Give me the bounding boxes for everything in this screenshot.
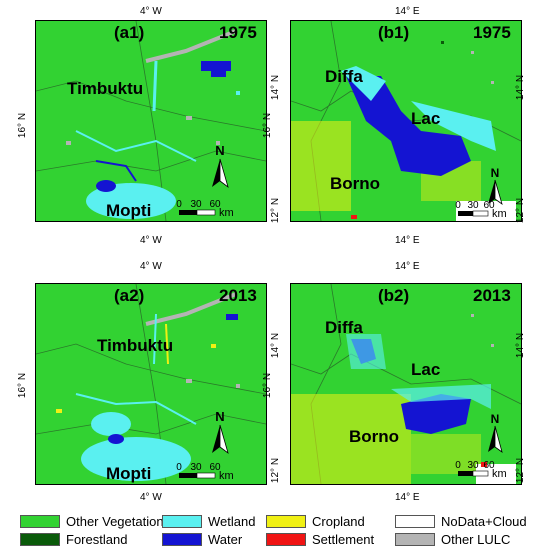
legend-swatch-wetland: [162, 515, 202, 528]
scalebar-label-0: 0: [455, 200, 461, 211]
place-label-borno: Borno: [330, 174, 381, 193]
lon-tick-b2-top: 14° E: [395, 261, 420, 272]
lon-tick-b1-top: 14° E: [395, 6, 420, 17]
scalebar-unit: km: [492, 468, 507, 480]
scalebar-label-60: 60: [483, 200, 495, 211]
scalebar-unit: km: [219, 470, 234, 482]
scalebar-label-0: 0: [176, 462, 182, 473]
place-label-timbuktu: Timbuktu: [67, 79, 144, 98]
scalebar-label-60: 60: [483, 460, 495, 471]
place-label-mopti: Mopti: [106, 201, 152, 220]
scalebar-label-30: 30: [467, 460, 479, 471]
lon-tick-b2-bottom: 14° E: [395, 492, 420, 503]
lon-tick-b1-bottom: 14° E: [395, 235, 420, 246]
legend-swatch-settlement: [266, 533, 306, 546]
north-arrow-label: N: [215, 409, 224, 424]
scalebar: 0 30 60 km: [176, 462, 234, 482]
lat-tick-b1-right-top: 14° N: [515, 74, 527, 101]
lat-tick-a2-left: 16° N: [17, 372, 29, 399]
legend-swatch-water: [162, 533, 202, 546]
lat-tick-b2-right-bottom: 12° N: [515, 457, 527, 484]
scalebar: 0 30 60 km: [176, 199, 234, 219]
legend-label-water: Water: [208, 532, 243, 547]
legend-label-settlement: Settlement: [312, 532, 375, 547]
panel-b2-landcover: [291, 284, 521, 484]
panel-b1-map: (b1) 1975 Diffa Lac Borno N 0 30 60 km: [290, 20, 522, 222]
lon-tick-a1-bottom: 4° W: [140, 235, 162, 246]
scalebar-label-0: 0: [455, 460, 461, 471]
north-arrow-icon: N: [212, 409, 229, 455]
lat-tick-b1-right-bottom: 12° N: [515, 197, 527, 224]
scalebar: 0 30 60 km: [455, 200, 507, 220]
panel-year: 1975: [219, 23, 257, 42]
legend-swatch-other-vegetation: [20, 515, 60, 528]
panel-a1-map: (a1) 1975 Timbuktu Mopti N 0 30 60 km: [35, 20, 267, 222]
lon-tick-a2-top: 4° W: [140, 261, 162, 272]
panel-tag: (a2): [114, 286, 145, 305]
panel-year: 2013: [219, 286, 257, 305]
panel-tag: (b1): [378, 23, 410, 42]
north-arrow-label: N: [491, 166, 500, 180]
legend-swatch-other-lulc: [395, 533, 435, 546]
panel-b2-map: (b2) 2013 Diffa Lac Borno N 0 30 60 km: [290, 283, 522, 485]
scalebar-label-0: 0: [176, 199, 182, 210]
place-label-timbuktu: Timbuktu: [97, 336, 174, 355]
panel-b1-landcover: [291, 21, 521, 221]
scalebar-unit: km: [219, 207, 234, 219]
legend-label-cropland: Cropland: [312, 514, 365, 529]
panel-tag: (b2): [378, 286, 410, 305]
panel-tag: (a1): [114, 23, 145, 42]
legend-label-other-lulc: Other LULC: [441, 532, 511, 547]
lat-tick-a2-right: 16° N: [262, 372, 274, 399]
place-label-mopti: Mopti: [106, 464, 152, 483]
north-arrow-label: N: [215, 143, 224, 158]
panel-year: 1975: [473, 23, 511, 42]
scalebar-unit: km: [492, 208, 507, 220]
north-arrow-icon: N: [488, 166, 503, 205]
scalebar-label-60: 60: [209, 462, 221, 473]
lat-tick-a1-left: 16° N: [17, 112, 29, 139]
lat-tick-a1-right: 16° N: [262, 112, 274, 139]
place-label-lac: Lac: [411, 360, 441, 379]
scalebar-label-30: 30: [467, 200, 479, 211]
place-label-lac: Lac: [411, 109, 441, 128]
north-arrow-icon: N: [488, 412, 503, 453]
place-label-diffa: Diffa: [325, 318, 363, 337]
legend-label-wetland: Wetland: [208, 514, 256, 529]
panel-a1-landcover: [36, 21, 266, 221]
scalebar-label-60: 60: [209, 199, 221, 210]
lat-tick-b2-right-top: 14° N: [515, 332, 527, 359]
legend-swatch-nodata-cloud: [395, 515, 435, 528]
panel-a2-map: (a2) 2013 Timbuktu Mopti N 0 30 60 km: [35, 283, 267, 485]
scalebar: 0 30 60 km: [455, 460, 507, 480]
legend-swatch-cropland: [266, 515, 306, 528]
legend-label-nodata-cloud: NoData+Cloud: [441, 514, 527, 529]
lon-tick-a2-bottom: 4° W: [140, 492, 162, 503]
lat-tick-b1-left-bottom: 12° N: [270, 197, 282, 224]
lat-tick-b1-left-top: 14° N: [270, 74, 282, 101]
scalebar-label-30: 30: [190, 462, 202, 473]
scalebar-label-30: 30: [190, 199, 202, 210]
place-label-borno: Borno: [349, 427, 400, 446]
lat-tick-b2-left-top: 14° N: [270, 332, 282, 359]
place-label-diffa: Diffa: [325, 67, 363, 86]
legend-label-other-vegetation: Other Vegetation: [66, 514, 164, 529]
lon-tick-a1-top: 4° W: [140, 6, 162, 17]
legend-swatch-forestland: [20, 533, 60, 546]
north-arrow-label: N: [491, 412, 500, 426]
panel-year: 2013: [473, 286, 511, 305]
lat-tick-b2-left-bottom: 12° N: [270, 457, 282, 484]
legend-label-forestland: Forestland: [66, 532, 128, 547]
north-arrow-icon: N: [212, 143, 229, 189]
